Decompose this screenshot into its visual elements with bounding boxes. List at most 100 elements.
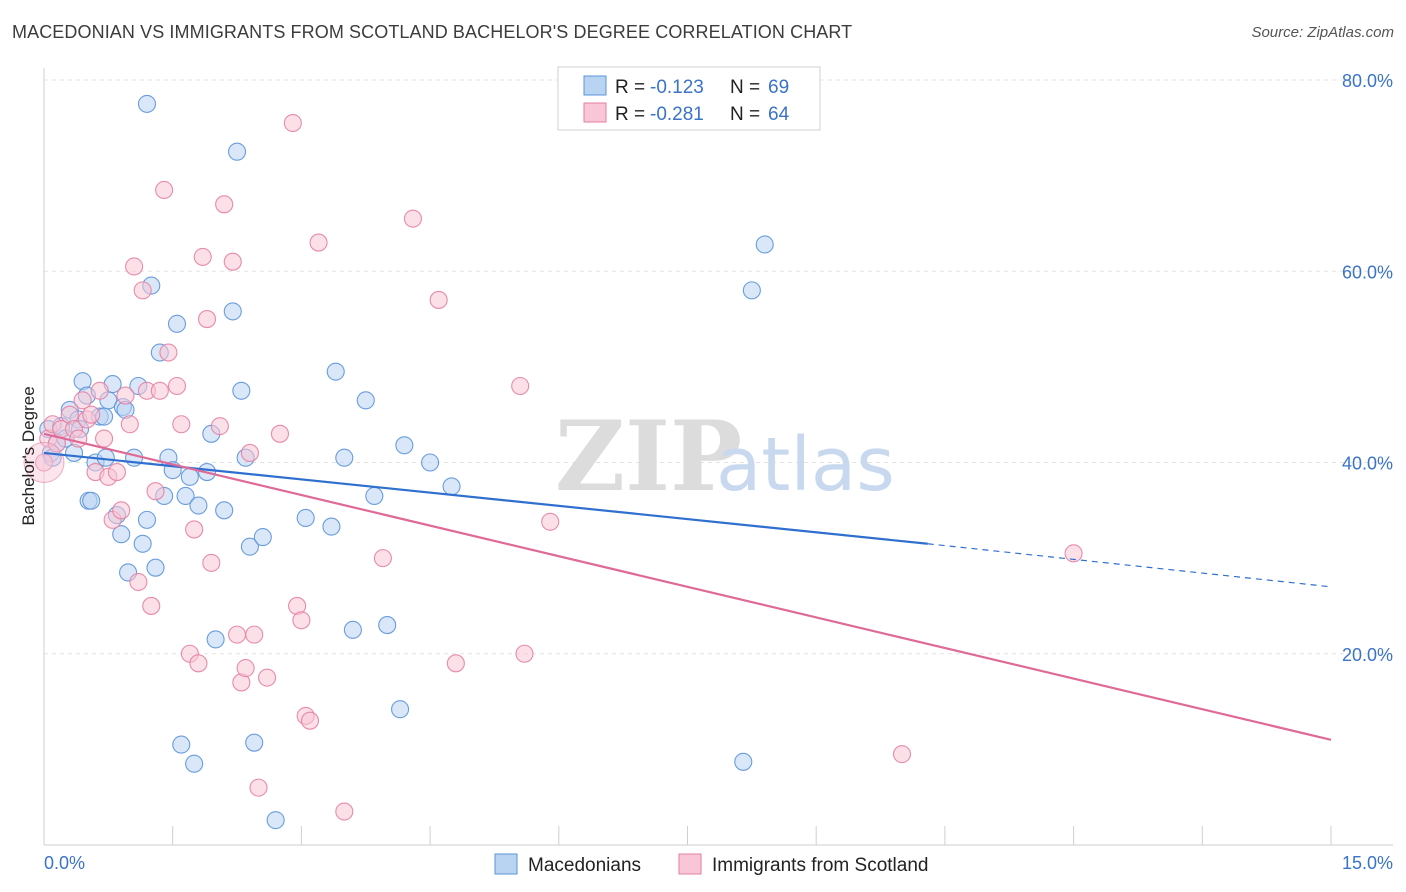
scotland-point-7 bbox=[69, 429, 88, 448]
scotland-point-12 bbox=[90, 381, 109, 400]
scotland-point-42 bbox=[236, 659, 255, 678]
macedonian-point-28 bbox=[137, 510, 157, 529]
macedonian-point-37 bbox=[176, 486, 195, 506]
scotland-point-33 bbox=[189, 654, 208, 673]
macedonian-point-56 bbox=[335, 448, 354, 467]
scotland-point-20 bbox=[125, 257, 144, 276]
scotland-point-35 bbox=[197, 310, 217, 329]
bottom-legend-swatch-macedonians bbox=[494, 853, 518, 875]
legend-swatch-scotland bbox=[583, 102, 607, 123]
macedonian-point-54 bbox=[322, 517, 341, 536]
macedonian-point-61 bbox=[391, 700, 410, 719]
scotland-point-50 bbox=[300, 711, 320, 730]
legend-r-value-1: -0.123 bbox=[650, 77, 704, 98]
scotland-point-53 bbox=[373, 549, 392, 568]
scotland-point-13 bbox=[95, 429, 114, 448]
macedonian-point-13 bbox=[82, 491, 101, 510]
legend-n-label-2: N = bbox=[730, 104, 760, 125]
scotland-point-46 bbox=[283, 113, 302, 133]
legend-r-value-2: -0.281 bbox=[650, 104, 704, 125]
x-tick-label-max: 15.0% bbox=[1342, 853, 1393, 873]
macedonian-point-57 bbox=[343, 620, 362, 639]
bottom-legend: Macedonians Immigrants from Scotland bbox=[494, 853, 928, 876]
scotland-point-36 bbox=[202, 553, 221, 572]
legend-r-label-1: R = bbox=[615, 77, 645, 98]
y-axis-label: Bachelor's Degree bbox=[19, 386, 38, 525]
scotland-point-60 bbox=[892, 745, 912, 764]
scotland-point-58 bbox=[515, 644, 534, 663]
macedonian-point-68 bbox=[137, 94, 157, 113]
macedonian-point-60 bbox=[378, 616, 397, 635]
grid-lines bbox=[44, 79, 1393, 655]
legend-swatch-macedonians bbox=[583, 75, 607, 96]
scotland-point-28 bbox=[159, 343, 178, 362]
watermark-atlas: atlas bbox=[716, 422, 895, 508]
scotland-point-19 bbox=[120, 415, 139, 434]
y-tick-label-60: 60.0% bbox=[1342, 262, 1393, 282]
macedonian-point-63 bbox=[421, 453, 440, 472]
macedonian-point-46 bbox=[228, 142, 247, 161]
chart-title: MACEDONIAN VS IMMIGRANTS FROM SCOTLAND B… bbox=[12, 22, 853, 42]
macedonian-point-35 bbox=[167, 314, 187, 333]
macedonian-point-55 bbox=[326, 362, 345, 381]
scotland-point-26 bbox=[150, 381, 169, 400]
x-tick-label-min: 0.0% bbox=[44, 853, 85, 873]
macedonian-trend-extension bbox=[927, 543, 1332, 588]
macedonian-point-66 bbox=[742, 281, 761, 300]
macedonian-point-47 bbox=[232, 381, 251, 400]
scotland-point-21 bbox=[129, 572, 148, 592]
macedonian-point-51 bbox=[253, 528, 272, 547]
scotland-point-57 bbox=[511, 376, 530, 396]
macedonian-point-49 bbox=[240, 537, 259, 556]
macedonian-point-36 bbox=[172, 735, 191, 754]
scotland-point-44 bbox=[258, 668, 277, 687]
scotland-point-55 bbox=[429, 290, 448, 309]
macedonian-point-58 bbox=[356, 391, 375, 410]
scotland-point-22 bbox=[133, 281, 152, 300]
legend-n-value-1: 69 bbox=[768, 77, 789, 98]
macedonian-point-64 bbox=[442, 477, 461, 496]
scotland-point-24 bbox=[142, 596, 161, 615]
scotland-point-30 bbox=[172, 415, 191, 434]
macedonian-point-50 bbox=[245, 733, 264, 752]
y-tick-label-40: 40.0% bbox=[1342, 454, 1393, 474]
scotland-point-39 bbox=[223, 252, 242, 271]
watermark: ZIP atlas bbox=[555, 400, 895, 513]
scotland-point-17 bbox=[112, 501, 131, 520]
macedonian-point-40 bbox=[189, 496, 208, 515]
y-tick-labels: 20.0% 40.0% 60.0% 80.0% bbox=[1342, 71, 1393, 665]
legend-r-label-2: R = bbox=[615, 104, 645, 125]
source-label: Source: ZipAtlas.com bbox=[1251, 24, 1394, 41]
macedonian-point-62 bbox=[395, 436, 414, 455]
scotland-point-52 bbox=[335, 802, 354, 821]
macedonian-point-43 bbox=[206, 630, 225, 649]
bottom-legend-swatch-scotland bbox=[678, 853, 702, 875]
scotland-point-37 bbox=[210, 417, 229, 436]
scotland-point-54 bbox=[403, 209, 422, 228]
legend-n-value-2: 64 bbox=[768, 104, 790, 125]
watermark-zip: ZIP bbox=[555, 400, 742, 513]
macedonian-point-44 bbox=[215, 501, 234, 520]
trend-lines bbox=[43, 432, 1332, 741]
macedonian-point-45 bbox=[223, 302, 242, 321]
scotland-point-10 bbox=[82, 405, 101, 424]
scotland-point-56 bbox=[446, 654, 465, 673]
legend-n-label-1: N = bbox=[730, 77, 760, 98]
scotland-trend-line bbox=[43, 432, 1332, 741]
scotland-point-62 bbox=[249, 778, 268, 797]
scotland-point-25 bbox=[146, 482, 165, 501]
macedonian-point-65 bbox=[734, 752, 753, 771]
scotland-point-51 bbox=[309, 233, 328, 252]
scotland-point-48 bbox=[292, 611, 311, 630]
scotland-point-29 bbox=[167, 376, 187, 396]
scotland-point-32 bbox=[185, 520, 204, 539]
scotland-point-43 bbox=[245, 625, 264, 644]
scotland-point-27 bbox=[155, 180, 174, 200]
macedonian-point-39 bbox=[185, 754, 204, 773]
scotland-point-45 bbox=[270, 424, 290, 443]
bottom-legend-label-scotland: Immigrants from Scotland bbox=[712, 855, 928, 876]
bottom-legend-label-macedonians: Macedonians bbox=[528, 855, 641, 876]
y-tick-label-80: 80.0% bbox=[1342, 71, 1393, 91]
macedonian-point-21 bbox=[112, 525, 131, 544]
scotland-point-34 bbox=[193, 247, 212, 266]
